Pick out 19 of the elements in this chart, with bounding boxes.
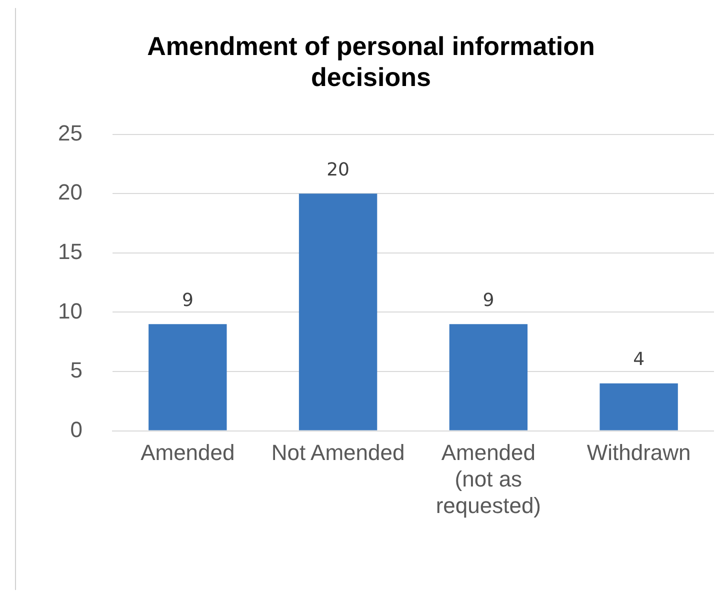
y-tick-label: 0 bbox=[70, 416, 82, 442]
x-tick-label: Amended (not as requested) bbox=[436, 440, 542, 518]
y-tick-label: 15 bbox=[58, 239, 82, 264]
data-label: 20 bbox=[326, 159, 350, 180]
bar bbox=[449, 324, 528, 430]
chart-title: Amendment of personal information decisions bbox=[147, 30, 595, 92]
y-tick-label: 20 bbox=[58, 180, 82, 205]
x-tick-label: Amended bbox=[140, 440, 235, 466]
bar bbox=[600, 383, 678, 430]
x-tick-label: Withdrawn bbox=[586, 440, 691, 466]
y-tick-label: 10 bbox=[58, 298, 82, 324]
x-tick-label: Not Amended bbox=[271, 440, 405, 466]
bar bbox=[298, 194, 378, 430]
data-label: 4 bbox=[633, 349, 645, 370]
y-tick-label: 25 bbox=[58, 120, 82, 146]
y-tick-label: 5 bbox=[70, 358, 82, 383]
bar bbox=[148, 324, 227, 430]
data-label: 9 bbox=[182, 290, 194, 311]
data-label: 9 bbox=[482, 290, 494, 311]
